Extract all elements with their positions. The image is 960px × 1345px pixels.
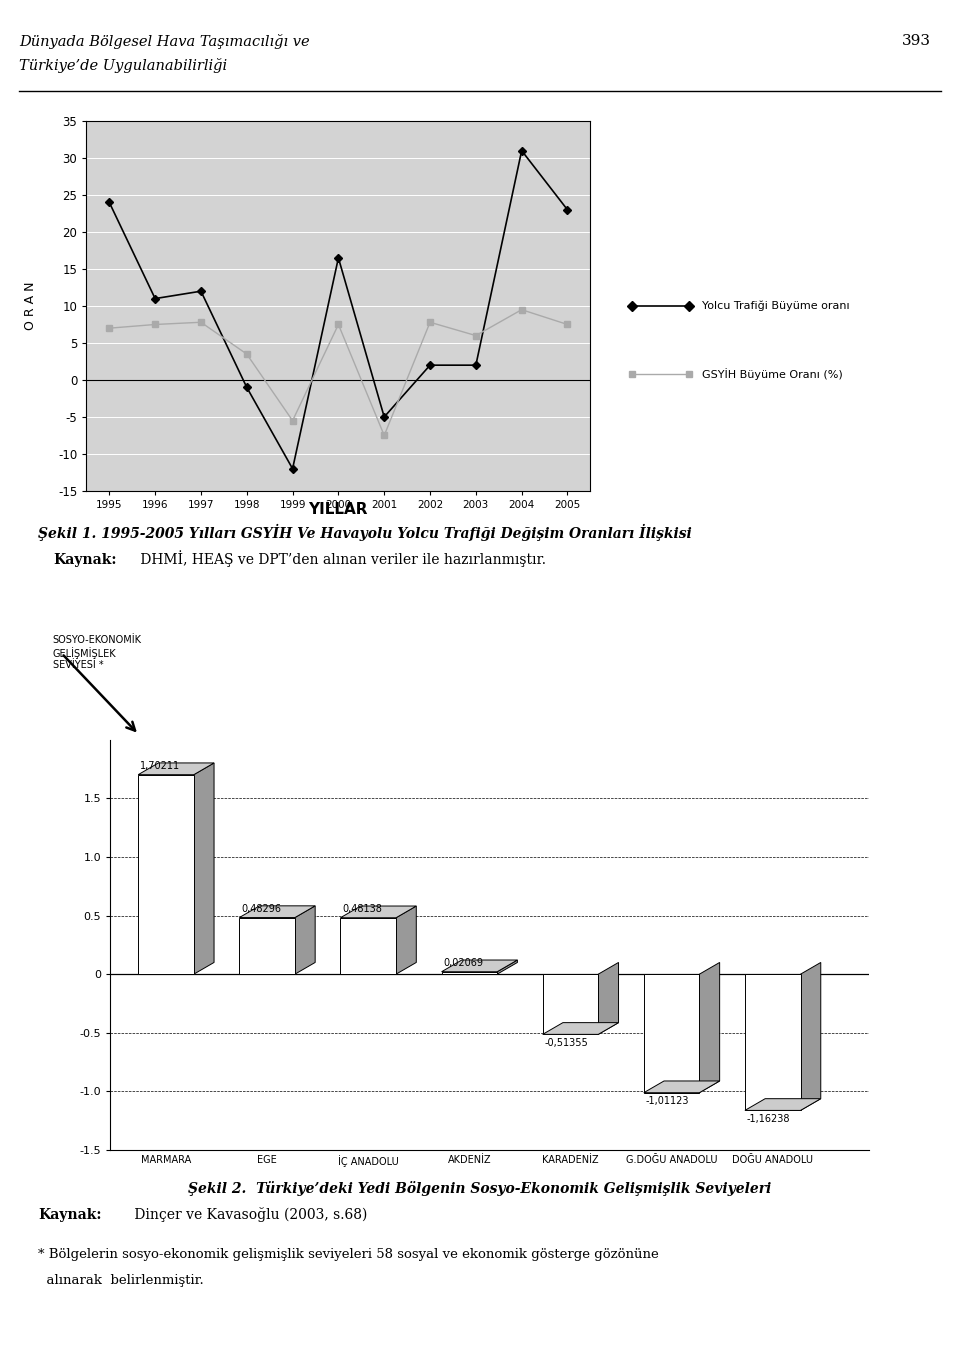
- Text: Şekil 1. 1995-2005 Yılları GSYİH Ve Havayolu Yolcu Trafiği Değişim Oranları İliş: Şekil 1. 1995-2005 Yılları GSYİH Ve Hava…: [38, 523, 692, 541]
- Polygon shape: [497, 960, 517, 974]
- Bar: [542, 974, 598, 1034]
- Text: 0,48138: 0,48138: [343, 904, 382, 915]
- Bar: [138, 775, 194, 974]
- Bar: [239, 917, 295, 974]
- Polygon shape: [442, 960, 517, 971]
- Text: Kaynak:: Kaynak:: [38, 1208, 102, 1221]
- Bar: [745, 974, 801, 1111]
- Polygon shape: [700, 963, 720, 1092]
- Polygon shape: [138, 763, 214, 775]
- Polygon shape: [194, 763, 214, 974]
- Text: -1,16238: -1,16238: [747, 1114, 790, 1124]
- Bar: [341, 917, 396, 974]
- Polygon shape: [542, 1022, 618, 1034]
- Text: Şekil 2.  Türkiye’deki Yedi Bölgenin Sosyo-Ekonomik Gelişmişlik Seviyeleri: Şekil 2. Türkiye’deki Yedi Bölgenin Sosy…: [188, 1181, 772, 1196]
- Text: -1,01123: -1,01123: [646, 1096, 689, 1106]
- Polygon shape: [239, 905, 315, 917]
- Text: alınarak  belirlenmiştir.: alınarak belirlenmiştir.: [38, 1274, 204, 1287]
- Text: 393: 393: [902, 34, 931, 47]
- Text: Kaynak:: Kaynak:: [53, 553, 116, 566]
- Polygon shape: [295, 905, 315, 974]
- Bar: [644, 974, 700, 1092]
- Polygon shape: [745, 1099, 821, 1111]
- Polygon shape: [801, 963, 821, 1111]
- Text: 0,48296: 0,48296: [241, 904, 281, 915]
- Text: -0,51355: -0,51355: [544, 1038, 588, 1048]
- Polygon shape: [341, 907, 417, 917]
- Text: 0,02069: 0,02069: [444, 958, 484, 968]
- Text: YILLAR: YILLAR: [308, 502, 368, 516]
- Polygon shape: [598, 963, 618, 1034]
- Text: Yolcu Trafiği Büyüme oranı: Yolcu Trafiği Büyüme oranı: [702, 300, 850, 311]
- Polygon shape: [644, 1081, 720, 1092]
- Text: SOSYO-EKONOMİK
GELİŞMİŞLEK
SEVİYESİ *: SOSYO-EKONOMİK GELİŞMİŞLEK SEVİYESİ *: [53, 635, 142, 670]
- Text: GSYİH Büyüme Oranı (%): GSYİH Büyüme Oranı (%): [702, 367, 842, 379]
- Text: DHMİ, HEAŞ ve DPT’den alınan veriler ile hazırlanmıştır.: DHMİ, HEAŞ ve DPT’den alınan veriler ile…: [136, 550, 546, 566]
- Text: Türkiye’de Uygulanabilirliği: Türkiye’de Uygulanabilirliği: [19, 58, 228, 73]
- Text: 1,70211: 1,70211: [140, 761, 180, 771]
- Polygon shape: [396, 907, 417, 974]
- Bar: [442, 971, 497, 974]
- Text: Dinçer ve Kavasoğlu (2003, s.68): Dinçer ve Kavasoğlu (2003, s.68): [130, 1206, 367, 1221]
- Text: * Bölgelerin sosyo-ekonomik gelişmişlik seviyeleri 58 sosyal ve ekonomik gösterg: * Bölgelerin sosyo-ekonomik gelişmişlik …: [38, 1248, 660, 1262]
- Text: Dünyada Bölgesel Hava Taşımacılığı ve: Dünyada Bölgesel Hava Taşımacılığı ve: [19, 34, 310, 48]
- Text: O R A N: O R A N: [24, 281, 37, 331]
